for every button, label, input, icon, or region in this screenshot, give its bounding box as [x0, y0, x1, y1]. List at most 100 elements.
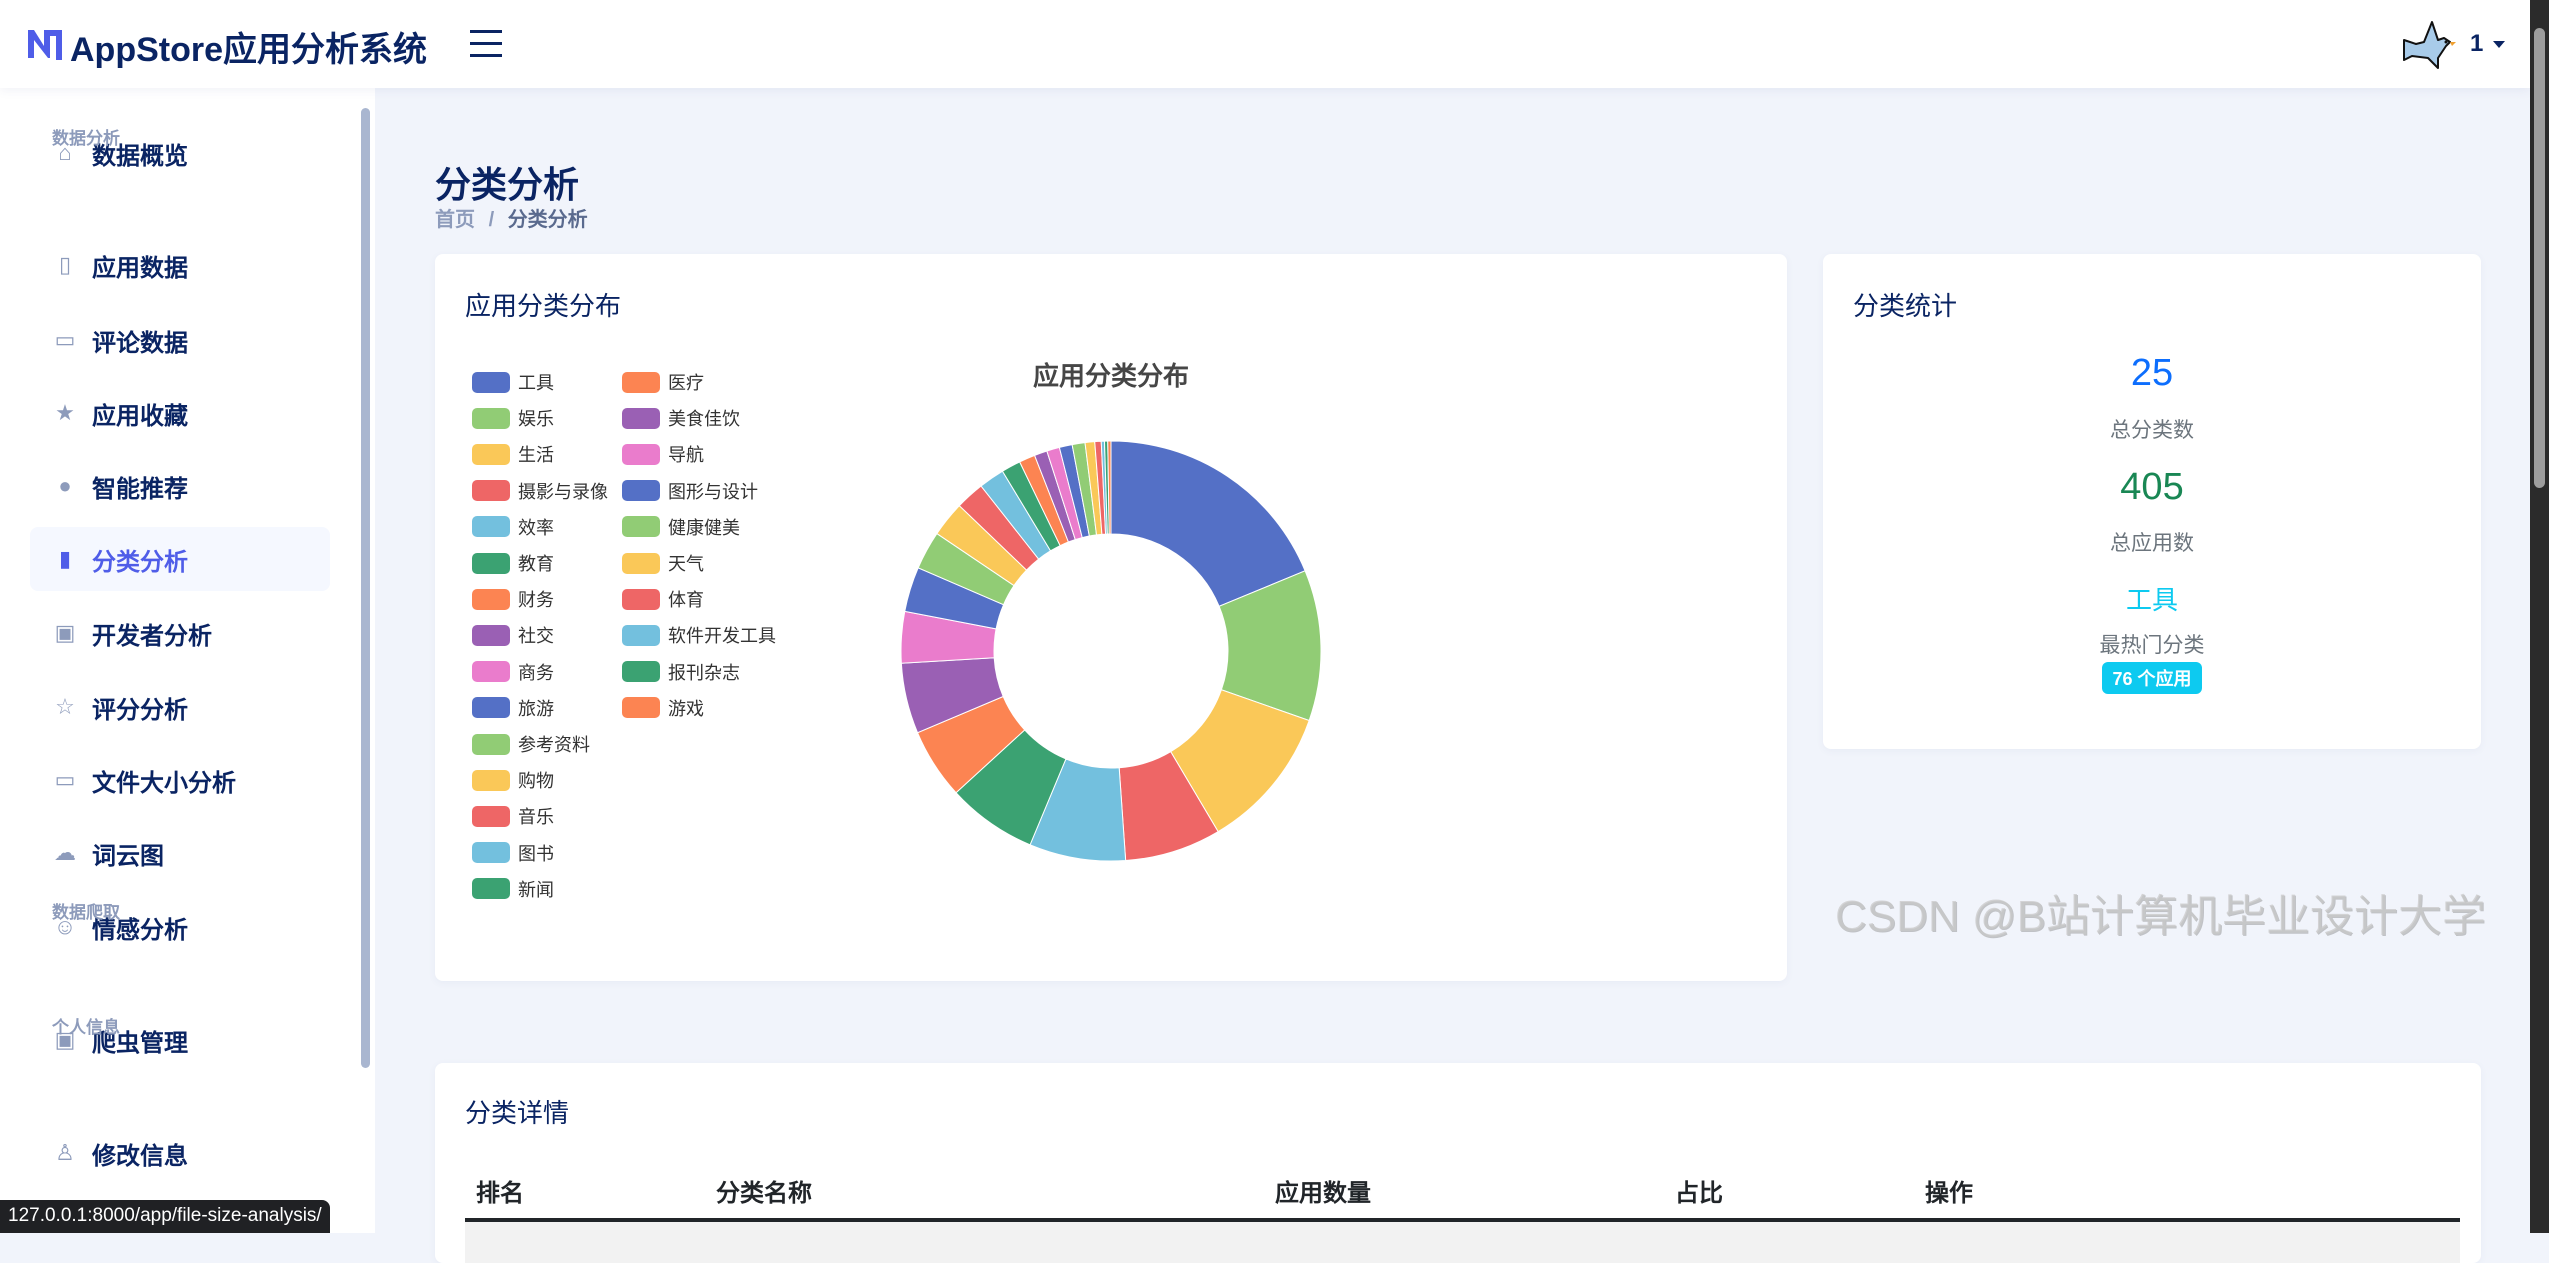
sidebar-item-3[interactable]: ▭ 评论数据: [30, 308, 330, 372]
pie-slice-工具[interactable]: [1110, 440, 1306, 607]
pie-slice-美食佳饮[interactable]: [1033, 450, 1076, 543]
sidebar-item-6[interactable]: ▮ 分类分析: [30, 527, 330, 591]
pie-slice-天气[interactable]: [1084, 441, 1103, 536]
legend-swatch: [622, 371, 660, 393]
sidebar-item-8[interactable]: ☆ 评分分析: [30, 675, 330, 739]
sidebar-item-label: 评论数据: [92, 329, 188, 357]
sidebar-item-label: 文件大小分析: [92, 769, 236, 797]
robot-icon: ▣: [54, 1027, 76, 1052]
sidebar-item-7[interactable]: ▣ 开发者分析: [30, 601, 330, 665]
pie-slice-图形与设计[interactable]: [1058, 444, 1090, 539]
pie-slice-效率[interactable]: [1029, 758, 1127, 862]
phone-icon: ▯: [58, 252, 72, 277]
detail-card: 分类详情 排名 分类名称 应用数量 占比 操作: [435, 1063, 2481, 1263]
column-header-category[interactable]: 分类名称: [716, 1180, 812, 1207]
pie-slice-旅游[interactable]: [904, 567, 1005, 630]
user-menu[interactable]: 1: [2400, 18, 2506, 70]
sidebar-scrollbar[interactable]: [361, 108, 370, 1068]
legend-item[interactable]: 天气: [622, 550, 704, 576]
column-header-count[interactable]: 应用数量: [1275, 1180, 1371, 1207]
pie-slice-财务[interactable]: [916, 695, 1026, 794]
legend-item[interactable]: 娱乐: [472, 405, 554, 431]
pie-slice-健康健美[interactable]: [1071, 442, 1098, 537]
pie-slice-软件开发工具[interactable]: [1100, 440, 1108, 535]
legend-label: 社交: [518, 626, 554, 647]
legend-item[interactable]: 音乐: [472, 803, 554, 829]
legend-item[interactable]: 美食佳饮: [622, 405, 740, 431]
legend-item[interactable]: 旅游: [472, 695, 554, 721]
breadcrumb-home[interactable]: 首页: [435, 209, 475, 231]
sidebar-item-label: 情感分析: [92, 916, 188, 944]
card-title: 应用分类分布: [465, 291, 622, 321]
sidebar-item-13[interactable]: ▣ 爬虫管理: [30, 1008, 330, 1072]
sidebar-item-5[interactable]: ● 智能推荐: [30, 454, 330, 518]
legend-item[interactable]: 参考资料: [472, 731, 590, 757]
top-category-value: 工具: [2125, 585, 2178, 615]
legend-item[interactable]: 工具: [472, 369, 554, 395]
pie-slice-图书[interactable]: [980, 470, 1052, 560]
total-categories-label: 总分类数: [2110, 419, 2194, 442]
total-apps-value: 405: [2120, 466, 2184, 508]
page-scrollbar[interactable]: [2530, 0, 2549, 1233]
column-header-percent[interactable]: 占比: [1675, 1180, 1723, 1207]
pie-slice-商务[interactable]: [900, 610, 997, 664]
legend-item[interactable]: 商务: [472, 659, 554, 685]
bird-icon: [2403, 21, 2456, 69]
sidebar-item-0[interactable]: ⌂ 数据概览: [30, 121, 330, 185]
legend-item[interactable]: 软件开发工具: [622, 622, 776, 648]
sidebar-item-4[interactable]: ★ 应用收藏: [30, 381, 330, 445]
legend-item[interactable]: 健康健美: [622, 514, 740, 540]
chart-title: 应用分类分布: [1032, 361, 1189, 391]
legend-item[interactable]: 新闻: [472, 876, 554, 902]
pie-slice-报刊杂志[interactable]: [1103, 440, 1110, 535]
legend-item[interactable]: 医疗: [622, 369, 704, 395]
pie-slice-娱乐[interactable]: [1218, 570, 1322, 722]
pie-slice-游戏[interactable]: [1107, 440, 1112, 535]
legend-label: 天气: [668, 554, 704, 574]
pie-slice-医疗[interactable]: [1019, 454, 1070, 547]
legend-item[interactable]: 图形与设计: [622, 478, 758, 504]
status-bar-url: 127.0.0.1:8000/app/file-size-analysis/: [0, 1200, 330, 1233]
column-header-actions[interactable]: 操作: [1925, 1180, 1973, 1207]
pie-slice-导航[interactable]: [1046, 446, 1083, 541]
cloud-icon: ☁: [54, 840, 76, 865]
legend-item[interactable]: 报刊杂志: [622, 659, 740, 685]
legend-item[interactable]: 体育: [622, 586, 704, 612]
legend-item[interactable]: 购物: [472, 767, 554, 793]
legend-label: 游戏: [668, 698, 704, 719]
top-header: AppStore应用分析系统 1: [0, 0, 2530, 88]
sidebar-item-11[interactable]: ☺ 情感分析: [30, 895, 330, 959]
legend-swatch: [622, 588, 660, 610]
hamburger-icon[interactable]: [470, 30, 502, 58]
sidebar-item-9[interactable]: ▭ 文件大小分析: [30, 748, 330, 812]
legend-item[interactable]: 教育: [472, 550, 554, 576]
legend-item[interactable]: 图书: [472, 840, 554, 866]
breadcrumb-current: 分类分析: [507, 209, 588, 231]
scrollbar-thumb[interactable]: [2534, 28, 2545, 488]
pie-slice-音乐[interactable]: [958, 485, 1040, 571]
legend-item[interactable]: 社交: [472, 622, 554, 648]
pie-slice-购物[interactable]: [936, 505, 1028, 587]
pie-slice-社交[interactable]: [900, 657, 1004, 734]
pie-slice-摄影与录像[interactable]: [1118, 750, 1219, 862]
sidebar-item-2[interactable]: ▯ 应用数据: [30, 233, 330, 297]
pie-slice-生活[interactable]: [1169, 689, 1310, 833]
pie-slice-参考资料[interactable]: [917, 532, 1015, 606]
legend-item[interactable]: 游戏: [622, 695, 704, 721]
legend-item[interactable]: 导航: [622, 441, 704, 467]
pie-slice-体育[interactable]: [1094, 440, 1107, 535]
legend-swatch: [472, 878, 510, 900]
legend-item[interactable]: 效率: [472, 514, 554, 540]
legend-item[interactable]: 生活: [472, 441, 554, 467]
sidebar-item-10[interactable]: ☁ 词云图: [30, 821, 330, 885]
legend-item[interactable]: 摄影与录像: [472, 478, 608, 504]
pie-slice-教育[interactable]: [955, 729, 1067, 846]
sidebar-item-15[interactable]: ♙ 修改信息: [30, 1121, 330, 1185]
pie-slice-新闻[interactable]: [1001, 461, 1061, 552]
legend-item[interactable]: 财务: [472, 586, 554, 612]
legend-label: 摄影与录像: [518, 481, 608, 502]
sidebar-item-label: 数据概览: [92, 142, 188, 170]
legend-label: 效率: [518, 517, 554, 538]
comment-icon: ▭: [54, 327, 76, 352]
column-header-rank[interactable]: 排名: [476, 1180, 524, 1207]
